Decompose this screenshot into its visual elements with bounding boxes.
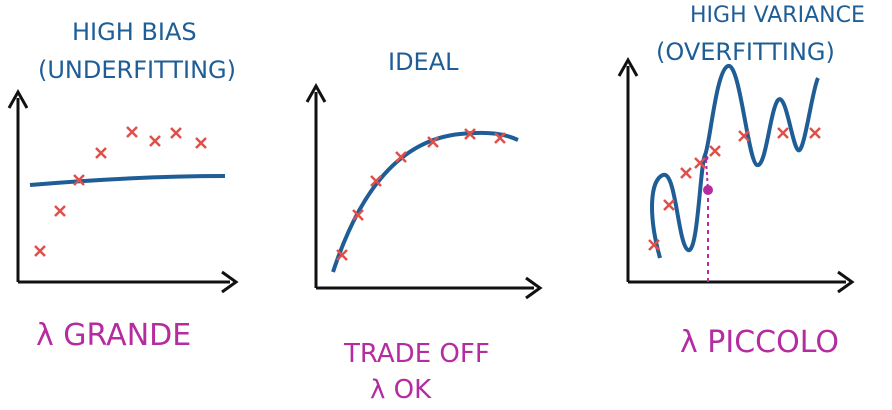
panel-1-y-arrow	[7, 88, 29, 109]
data-point	[809, 127, 821, 139]
data-point	[149, 135, 161, 147]
data-point	[663, 199, 675, 211]
data-point	[352, 209, 364, 221]
panel-3-fit-curve	[650, 63, 820, 259]
panel-2-caption: TRADE OFF	[343, 339, 490, 369]
data-point	[494, 132, 506, 144]
panel-3-subtitle: (OVERFITTING)	[656, 38, 835, 66]
panel-1-data-points	[34, 126, 207, 257]
data-point	[709, 145, 721, 157]
panel-3-marker-point	[703, 185, 713, 195]
panel-high-bias: HIGH BIAS (UNDERFITTING) λ GRANDE	[7, 18, 239, 353]
panel-3-x-arrow	[837, 270, 855, 294]
panel-3-data-points	[648, 127, 821, 251]
data-point	[648, 239, 660, 251]
data-point	[195, 137, 207, 149]
panel-3-title: HIGH VARIANCE	[690, 3, 865, 28]
data-point	[427, 136, 439, 148]
data-point	[95, 147, 107, 159]
panel-2-caption-2: λ OK	[370, 375, 432, 405]
panel-ideal: IDEAL TRADE OFF λ OK	[305, 48, 543, 405]
panel-1-fit-line	[29, 174, 226, 187]
panel-1-title: HIGH BIAS	[72, 18, 197, 46]
data-point	[395, 151, 407, 163]
panel-2-x-arrow	[525, 276, 543, 300]
data-point	[73, 174, 85, 186]
panel-2-title: IDEAL	[388, 48, 459, 76]
data-point	[777, 127, 789, 139]
panel-3-y-arrow	[617, 56, 639, 77]
data-point	[34, 245, 46, 257]
data-point	[336, 249, 348, 261]
panel-3-marker-stem	[705, 159, 709, 191]
panel-1-x-arrow	[221, 270, 239, 294]
panel-3-caption: λ PICCOLO	[680, 325, 839, 360]
panel-2-data-points	[336, 128, 506, 261]
panel-1-subtitle: (UNDERFITTING)	[38, 56, 236, 84]
data-point	[680, 167, 692, 179]
panel-2-y-arrow	[305, 82, 327, 103]
data-point	[738, 130, 750, 142]
data-point	[464, 128, 476, 140]
panel-1-caption: λ GRANDE	[36, 318, 191, 353]
data-point	[54, 205, 66, 217]
data-point	[126, 126, 138, 138]
data-point	[370, 175, 382, 187]
panel-2-fit-curve	[331, 130, 519, 273]
data-point	[170, 127, 182, 139]
data-point	[694, 157, 706, 169]
panel-high-variance: HIGH VARIANCE (OVERFITTING) λ PICCOLO	[617, 3, 865, 360]
